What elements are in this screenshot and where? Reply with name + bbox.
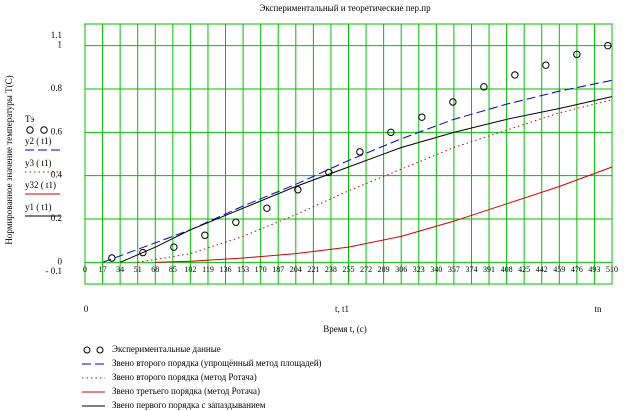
x-tick-label: 340: [430, 265, 442, 274]
series-line: [102, 79, 613, 263]
data-point: [480, 83, 488, 91]
x-tick-label: 170: [255, 265, 267, 274]
data-point: [573, 50, 581, 59]
x-tick-label: 51: [134, 265, 142, 274]
data-point: [170, 243, 178, 251]
data-point: [294, 186, 302, 194]
x-tick-label: 289: [378, 265, 390, 274]
x-tick-label: 306: [395, 265, 407, 274]
data-point: [604, 41, 612, 50]
series-line: [119, 96, 613, 263]
legend-label: Звено второго порядка (метод Ротача): [112, 372, 257, 382]
x-tick-label: 221: [307, 265, 319, 274]
x-tick-label: 510: [606, 265, 618, 274]
legend-swatch: [83, 346, 91, 354]
y-tick-label: 1: [58, 40, 63, 50]
y-tick-label: 0: [58, 256, 63, 266]
series-line: [155, 166, 613, 263]
trace-label: y2 ( t1): [25, 136, 52, 146]
x-tick-label: 408: [501, 265, 513, 274]
x-tick-label: 119: [202, 265, 214, 274]
x-tick-label: 255: [343, 265, 355, 274]
legend-label: Звено третьего порядка (метод Ротача): [112, 386, 260, 396]
x-tick-label: 272: [360, 265, 372, 274]
x-tick-label: 459: [553, 265, 565, 274]
x-tick-label: 204: [290, 265, 302, 274]
x-tick-label: 0: [83, 265, 87, 274]
y-tick-label: 0.4: [51, 170, 63, 180]
data-point: [387, 128, 395, 137]
data-point: [201, 231, 209, 239]
x-tick-label: 68: [151, 265, 159, 274]
data-point: [139, 248, 147, 257]
legend-label: Звено первого порядка с запаздыванием: [112, 400, 266, 410]
y-tick-label: - 0.1: [46, 266, 63, 276]
data-point: [511, 71, 519, 79]
x-axis-label: Время t, (c): [323, 324, 367, 334]
x-tick-label: 238: [325, 265, 337, 274]
x-tick-label: 357: [448, 265, 460, 274]
legend-label: Экспериментальные данные: [112, 344, 221, 354]
data-point: [232, 218, 240, 226]
data-point: [263, 204, 271, 212]
trace-label: y1 ( t1): [25, 202, 52, 212]
legend-label: Звено второго порядка (упрощённый метод …: [112, 358, 322, 368]
data-point: [418, 113, 426, 121]
y-tick-label: 0.2: [51, 213, 62, 223]
y-tick-label: 0.6: [51, 126, 63, 136]
chart-title: Экспериментальный и теоретические пер.пр: [259, 3, 431, 13]
x-tick-label: 391: [483, 265, 495, 274]
data-point: [449, 98, 457, 106]
x-tick-label: 442: [536, 265, 548, 274]
data-point: [542, 61, 550, 69]
x-tick-label: 425: [518, 265, 530, 274]
x-tick-label: 493: [588, 265, 600, 274]
legend-swatch: [96, 346, 104, 354]
x-tick-label: 476: [571, 265, 583, 274]
x-tick-label: 374: [465, 265, 477, 274]
trace-label: y3 ( t1): [25, 158, 52, 168]
data-point: [356, 148, 364, 156]
y-tick-label: 1.1: [51, 30, 62, 40]
y-tick-label: 0.8: [51, 83, 63, 93]
legend-swatch: [26, 126, 34, 134]
x-tick-label: 153: [237, 265, 249, 274]
trace-label: y32 ( t1): [25, 180, 56, 190]
x-tick-label: 102: [184, 265, 196, 274]
x-tick-label: 187: [272, 265, 284, 274]
y-axis-label: Нормированное значение температуры T(C): [4, 75, 14, 244]
x-tick-label: 34: [116, 265, 124, 274]
x-marker: 0: [84, 304, 89, 314]
x-marker: tn: [594, 304, 602, 314]
series-line: [137, 99, 613, 263]
x-tick-label: 85: [169, 265, 177, 274]
x-marker: t, t1: [335, 304, 349, 314]
data-point: [325, 168, 333, 177]
trace-label: Тэ: [25, 114, 34, 124]
legend-swatch: [40, 126, 48, 134]
x-tick-label: 323: [413, 265, 425, 274]
x-tick-label: 136: [220, 265, 232, 274]
x-tick-label: 17: [99, 265, 107, 274]
